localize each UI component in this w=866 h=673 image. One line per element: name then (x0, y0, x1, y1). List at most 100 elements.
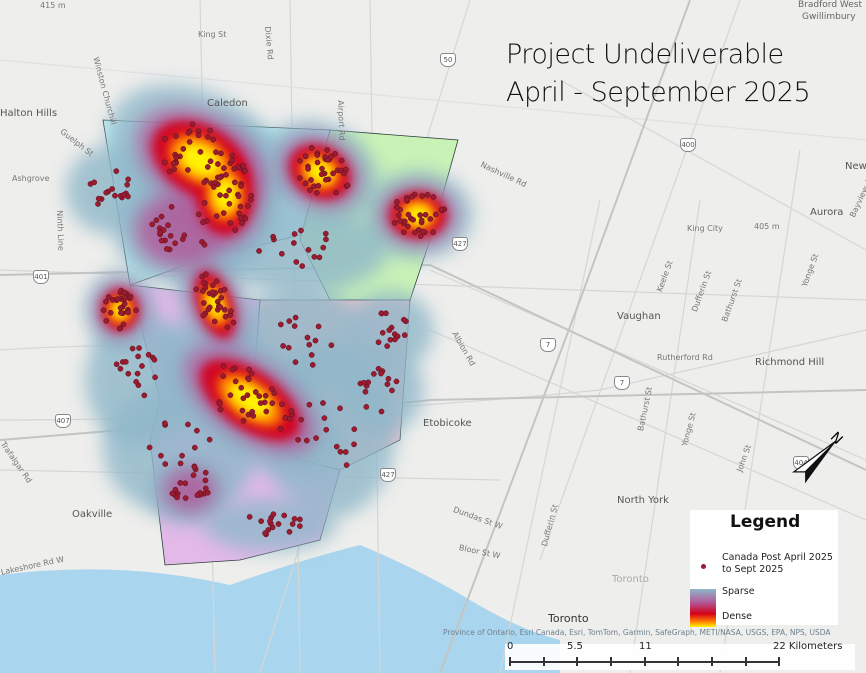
delivery-point (120, 321, 127, 328)
scale-tick (610, 657, 612, 666)
elevation-label: 405 m (754, 222, 780, 231)
place-label: Halton Hills (0, 108, 58, 119)
delivery-point (323, 236, 329, 243)
legend: Legend Canada Post April 2025 to Sept 20… (690, 510, 838, 627)
heat-blob (163, 467, 217, 513)
delivery-point (218, 150, 224, 157)
delivery-point (262, 530, 268, 537)
delivery-point (91, 179, 98, 186)
delivery-point (100, 307, 107, 314)
delivery-point (252, 389, 259, 395)
delivery-point (165, 222, 171, 229)
delivery-point (191, 444, 198, 451)
place-label: Vaughan (617, 311, 661, 322)
delivery-point (145, 351, 152, 358)
delivery-point (409, 193, 415, 200)
delivery-point (424, 191, 431, 198)
delivery-point (263, 408, 270, 415)
delivery-point (244, 203, 251, 209)
delivery-point (202, 477, 209, 484)
delivery-point (167, 232, 174, 239)
delivery-point (218, 294, 225, 301)
legend-title: Legend (730, 512, 801, 532)
delivery-point (230, 319, 237, 326)
scale-tick-label: 22 Kilometers (773, 641, 843, 652)
delivery-point (324, 147, 331, 153)
place-label: Toronto (548, 612, 589, 625)
delivery-point (107, 309, 114, 316)
delivery-point (275, 521, 282, 527)
delivery-point (280, 343, 286, 349)
delivery-point (293, 259, 300, 265)
delivery-point (161, 159, 168, 166)
delivery-point (412, 229, 418, 236)
title-line-1: Project Undeliverable (506, 39, 784, 70)
delivery-point (338, 157, 345, 164)
highway-shield: 427 (380, 468, 396, 482)
delivery-point (371, 371, 377, 377)
delivery-point (129, 345, 136, 352)
delivery-point (217, 174, 223, 181)
delivery-point (363, 404, 370, 410)
point-symbol-icon (701, 564, 706, 569)
scale-tick (509, 657, 511, 666)
delivery-point (169, 490, 176, 497)
delivery-point (302, 153, 309, 160)
delivery-point (213, 149, 219, 155)
delivery-point (291, 516, 298, 522)
delivery-point (256, 248, 262, 254)
delivery-point (201, 241, 208, 248)
delivery-point (351, 426, 358, 433)
highway-shield: 400 (680, 138, 696, 152)
delivery-point (195, 211, 202, 218)
delivery-point (124, 181, 131, 188)
delivery-point (328, 342, 335, 349)
delivery-point (392, 336, 398, 343)
place-label: Gwillimbury (802, 12, 856, 22)
delivery-point (195, 132, 202, 139)
delivery-point (238, 384, 245, 391)
delivery-point (162, 420, 168, 427)
highway-shield: 427 (452, 237, 468, 251)
point-layer (87, 121, 448, 538)
place-label: Richmond Hill (755, 357, 825, 368)
delivery-point (201, 179, 208, 186)
delivery-point (309, 362, 316, 368)
delivery-point (318, 171, 325, 178)
delivery-point (419, 193, 425, 199)
delivery-point (257, 400, 264, 406)
delivery-point (285, 344, 292, 351)
highway-shield: 401 (33, 270, 49, 284)
north-arrow: N (780, 422, 850, 492)
place-label: North York (617, 495, 669, 506)
heat-blob (212, 206, 388, 294)
delivery-point (172, 486, 179, 493)
place-label: Oakville (72, 509, 113, 520)
delivery-point (351, 441, 357, 448)
delivery-point (232, 227, 239, 233)
delivery-point (206, 304, 213, 311)
legend-points-label: Canada Post April 2025 to Sept 2025 (722, 552, 833, 575)
delivery-point (114, 296, 121, 302)
delivery-point (395, 212, 402, 219)
delivery-point (180, 146, 187, 152)
delivery-point (249, 408, 256, 415)
delivery-point (296, 175, 303, 181)
delivery-point (269, 386, 275, 392)
delivery-point (163, 246, 170, 252)
delivery-point (95, 201, 101, 207)
delivery-point (186, 139, 193, 145)
delivery-point (391, 220, 398, 226)
delivery-point (181, 232, 188, 239)
delivery-point (389, 387, 395, 394)
delivery-point (323, 426, 330, 433)
delivery-point (237, 215, 244, 222)
delivery-point (213, 213, 220, 219)
delivery-point (223, 192, 229, 199)
delivery-point (200, 288, 206, 294)
delivery-point (227, 220, 234, 226)
delivery-point (321, 415, 328, 421)
delivery-point (302, 180, 309, 187)
delivery-point (125, 309, 132, 316)
